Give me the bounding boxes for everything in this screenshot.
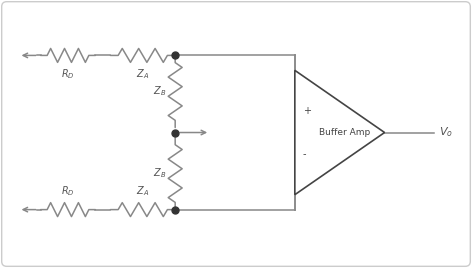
Text: Z$_B$: Z$_B$	[153, 85, 166, 98]
Text: Buffer Amp: Buffer Amp	[319, 128, 370, 137]
Text: R$_D$: R$_D$	[61, 67, 75, 81]
Text: V$_o$: V$_o$	[439, 126, 454, 139]
FancyBboxPatch shape	[2, 2, 470, 266]
Text: Z$_B$: Z$_B$	[153, 167, 166, 180]
Polygon shape	[295, 70, 384, 195]
Text: -: -	[303, 149, 306, 159]
Text: Z$_A$: Z$_A$	[136, 67, 149, 81]
Text: R$_D$: R$_D$	[61, 184, 75, 198]
Text: Z$_A$: Z$_A$	[136, 184, 149, 198]
Text: +: +	[303, 106, 311, 116]
